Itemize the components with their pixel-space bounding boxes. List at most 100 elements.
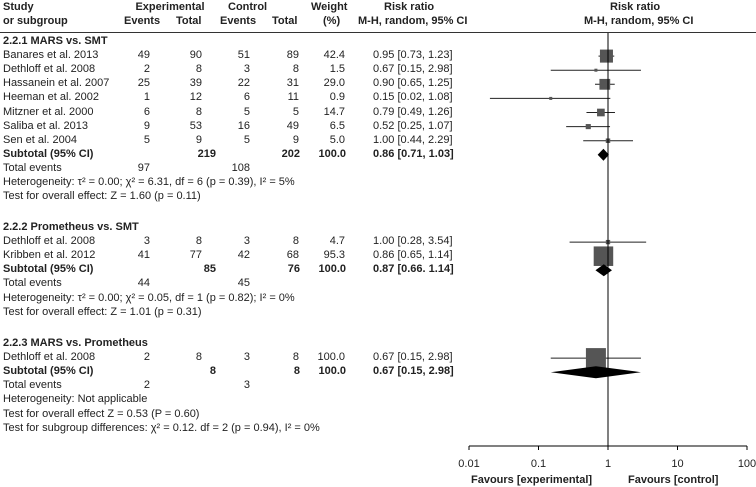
header-rr-right: Risk ratio xyxy=(610,1,661,13)
exp-total: 9 xyxy=(195,133,202,146)
total-events-label: Total events xyxy=(3,161,62,174)
subtotal-ctl-total: 76 xyxy=(287,263,300,276)
study-marker xyxy=(599,78,611,90)
study-name: Dethloff et al. 2008 xyxy=(3,63,96,76)
favours-control-label: Favours [control] xyxy=(628,474,719,486)
risk-ratio-ci: 0.52 [0.25, 1.07] xyxy=(373,119,453,132)
total-events-ctl: 3 xyxy=(243,379,250,392)
study-marker xyxy=(597,108,605,117)
study-name: Banares et al. 2013 xyxy=(3,49,99,62)
study-marker xyxy=(585,124,591,130)
exp-events: 49 xyxy=(137,49,150,62)
weight-value: 14.7 xyxy=(323,105,345,118)
header-experimental: Experimental xyxy=(135,1,205,13)
study-marker xyxy=(599,49,613,63)
ctl-events: 6 xyxy=(243,91,250,104)
risk-ratio-ci: 1.00 [0.44, 2.29] xyxy=(373,133,453,146)
study-marker xyxy=(593,246,614,266)
risk-ratio-ci: 0.86 [0.65, 1.14] xyxy=(373,249,453,262)
study-name: Dethloff et al. 2008 xyxy=(3,235,96,248)
ctl-events: 22 xyxy=(237,77,250,90)
total-events-exp: 97 xyxy=(137,161,150,174)
overall-effect-text: Test for overall effect: Z = 1.60 (p = 0… xyxy=(3,190,201,203)
ctl-total: 8 xyxy=(292,351,299,364)
ctl-total: 8 xyxy=(292,63,299,76)
study-name: Saliba et al. 2013 xyxy=(3,119,89,132)
total-events-label: Total events xyxy=(3,277,62,290)
subtotal-ctl-total: 202 xyxy=(281,147,300,160)
subtotal-ci: 0.67 [0.15, 2.98] xyxy=(373,365,454,378)
study-marker xyxy=(594,68,598,72)
subtotal-label: Subtotal (95% CI) xyxy=(3,365,94,378)
exp-total: 8 xyxy=(195,105,202,118)
subgroup-title: 2.2.3 MARS vs. Prometheus xyxy=(3,337,148,349)
ctl-events: 3 xyxy=(243,351,250,364)
x-tick-label: 0.01 xyxy=(458,458,480,470)
study-marker xyxy=(549,96,553,100)
subtotal-weight: 100.0 xyxy=(318,365,346,378)
total-events-ctl: 45 xyxy=(237,277,250,290)
exp-total: 8 xyxy=(195,235,202,248)
header-subgroup: or subgroup xyxy=(3,15,68,27)
x-tick-label: 10 xyxy=(671,458,684,470)
risk-ratio-ci: 0.15 [0.02, 1.08] xyxy=(373,91,453,104)
subgroup-differences-text: Test for subgroup differences: χ² = 0.12… xyxy=(3,422,320,434)
study-name: Mitzner et al. 2000 xyxy=(3,105,94,118)
subtotal-diamond xyxy=(550,366,641,379)
risk-ratio-ci: 0.67 [0.15, 2.98] xyxy=(373,63,453,76)
weight-value: 0.9 xyxy=(329,91,345,104)
header-exp-total: Total xyxy=(176,15,202,27)
header-control: Control xyxy=(228,1,268,13)
weight-value: 29.0 xyxy=(323,77,345,90)
heterogeneity-text: Heterogeneity: Not applicable xyxy=(3,393,148,406)
ctl-events: 3 xyxy=(243,235,250,248)
subtotal-weight: 100.0 xyxy=(318,263,346,276)
exp-events: 1 xyxy=(143,91,150,104)
weight-value: 1.5 xyxy=(329,63,345,76)
total-events-exp: 2 xyxy=(143,379,150,392)
study-name: Dethloff et al. 2008 xyxy=(3,351,96,364)
weight-value: 5.0 xyxy=(329,133,345,146)
ctl-events: 5 xyxy=(243,105,250,118)
exp-total: 39 xyxy=(189,77,202,90)
ctl-total: 68 xyxy=(286,249,299,262)
ctl-total: 31 xyxy=(286,77,299,90)
exp-events: 25 xyxy=(137,77,150,90)
ctl-events: 5 xyxy=(243,133,250,146)
favours-experimental-label: Favours [experimental] xyxy=(471,474,593,486)
exp-events: 3 xyxy=(143,235,150,248)
subgroup-title: 2.2.2 Prometheus vs. SMT xyxy=(3,221,139,233)
study-name: Kribben et al. 2012 xyxy=(3,249,96,262)
risk-ratio-ci: 1.00 [0.28, 3.54] xyxy=(373,235,453,248)
risk-ratio-ci: 0.95 [0.73, 1.23] xyxy=(373,49,453,62)
overall-effect-text: Test for overall effect Z = 0.53 (P = 0.… xyxy=(3,407,200,420)
weight-value: 6.5 xyxy=(329,119,345,132)
ctl-events: 16 xyxy=(237,119,250,132)
ctl-total: 89 xyxy=(286,49,299,62)
subtotal-ctl-total: 8 xyxy=(293,365,300,378)
risk-ratio-ci: 0.67 [0.15, 2.98] xyxy=(373,351,453,364)
study-marker xyxy=(585,348,606,369)
study-name: Sen et al. 2004 xyxy=(3,133,78,146)
exp-events: 2 xyxy=(143,63,150,76)
subtotal-exp-total: 219 xyxy=(197,147,216,160)
exp-total: 8 xyxy=(195,351,202,364)
study-name: Heeman et al. 2002 xyxy=(3,91,100,104)
subtotal-label: Subtotal (95% CI) xyxy=(3,147,94,160)
exp-events: 41 xyxy=(137,249,150,262)
weight-value: 100.0 xyxy=(317,351,345,364)
ctl-total: 5 xyxy=(292,105,299,118)
exp-total: 12 xyxy=(189,91,202,104)
exp-events: 6 xyxy=(143,105,150,118)
header-weight-unit: (%) xyxy=(323,15,341,27)
subtotal-ci: 0.86 [0.71, 1.03] xyxy=(373,147,454,160)
subtotal-exp-total: 85 xyxy=(203,263,216,276)
ctl-events: 3 xyxy=(243,63,250,76)
ctl-total: 9 xyxy=(292,133,299,146)
risk-ratio-ci: 0.79 [0.49, 1.26] xyxy=(373,105,453,118)
exp-total: 53 xyxy=(189,119,202,132)
total-events-exp: 44 xyxy=(137,277,150,290)
ctl-events: 51 xyxy=(237,49,250,62)
exp-total: 8 xyxy=(195,63,202,76)
